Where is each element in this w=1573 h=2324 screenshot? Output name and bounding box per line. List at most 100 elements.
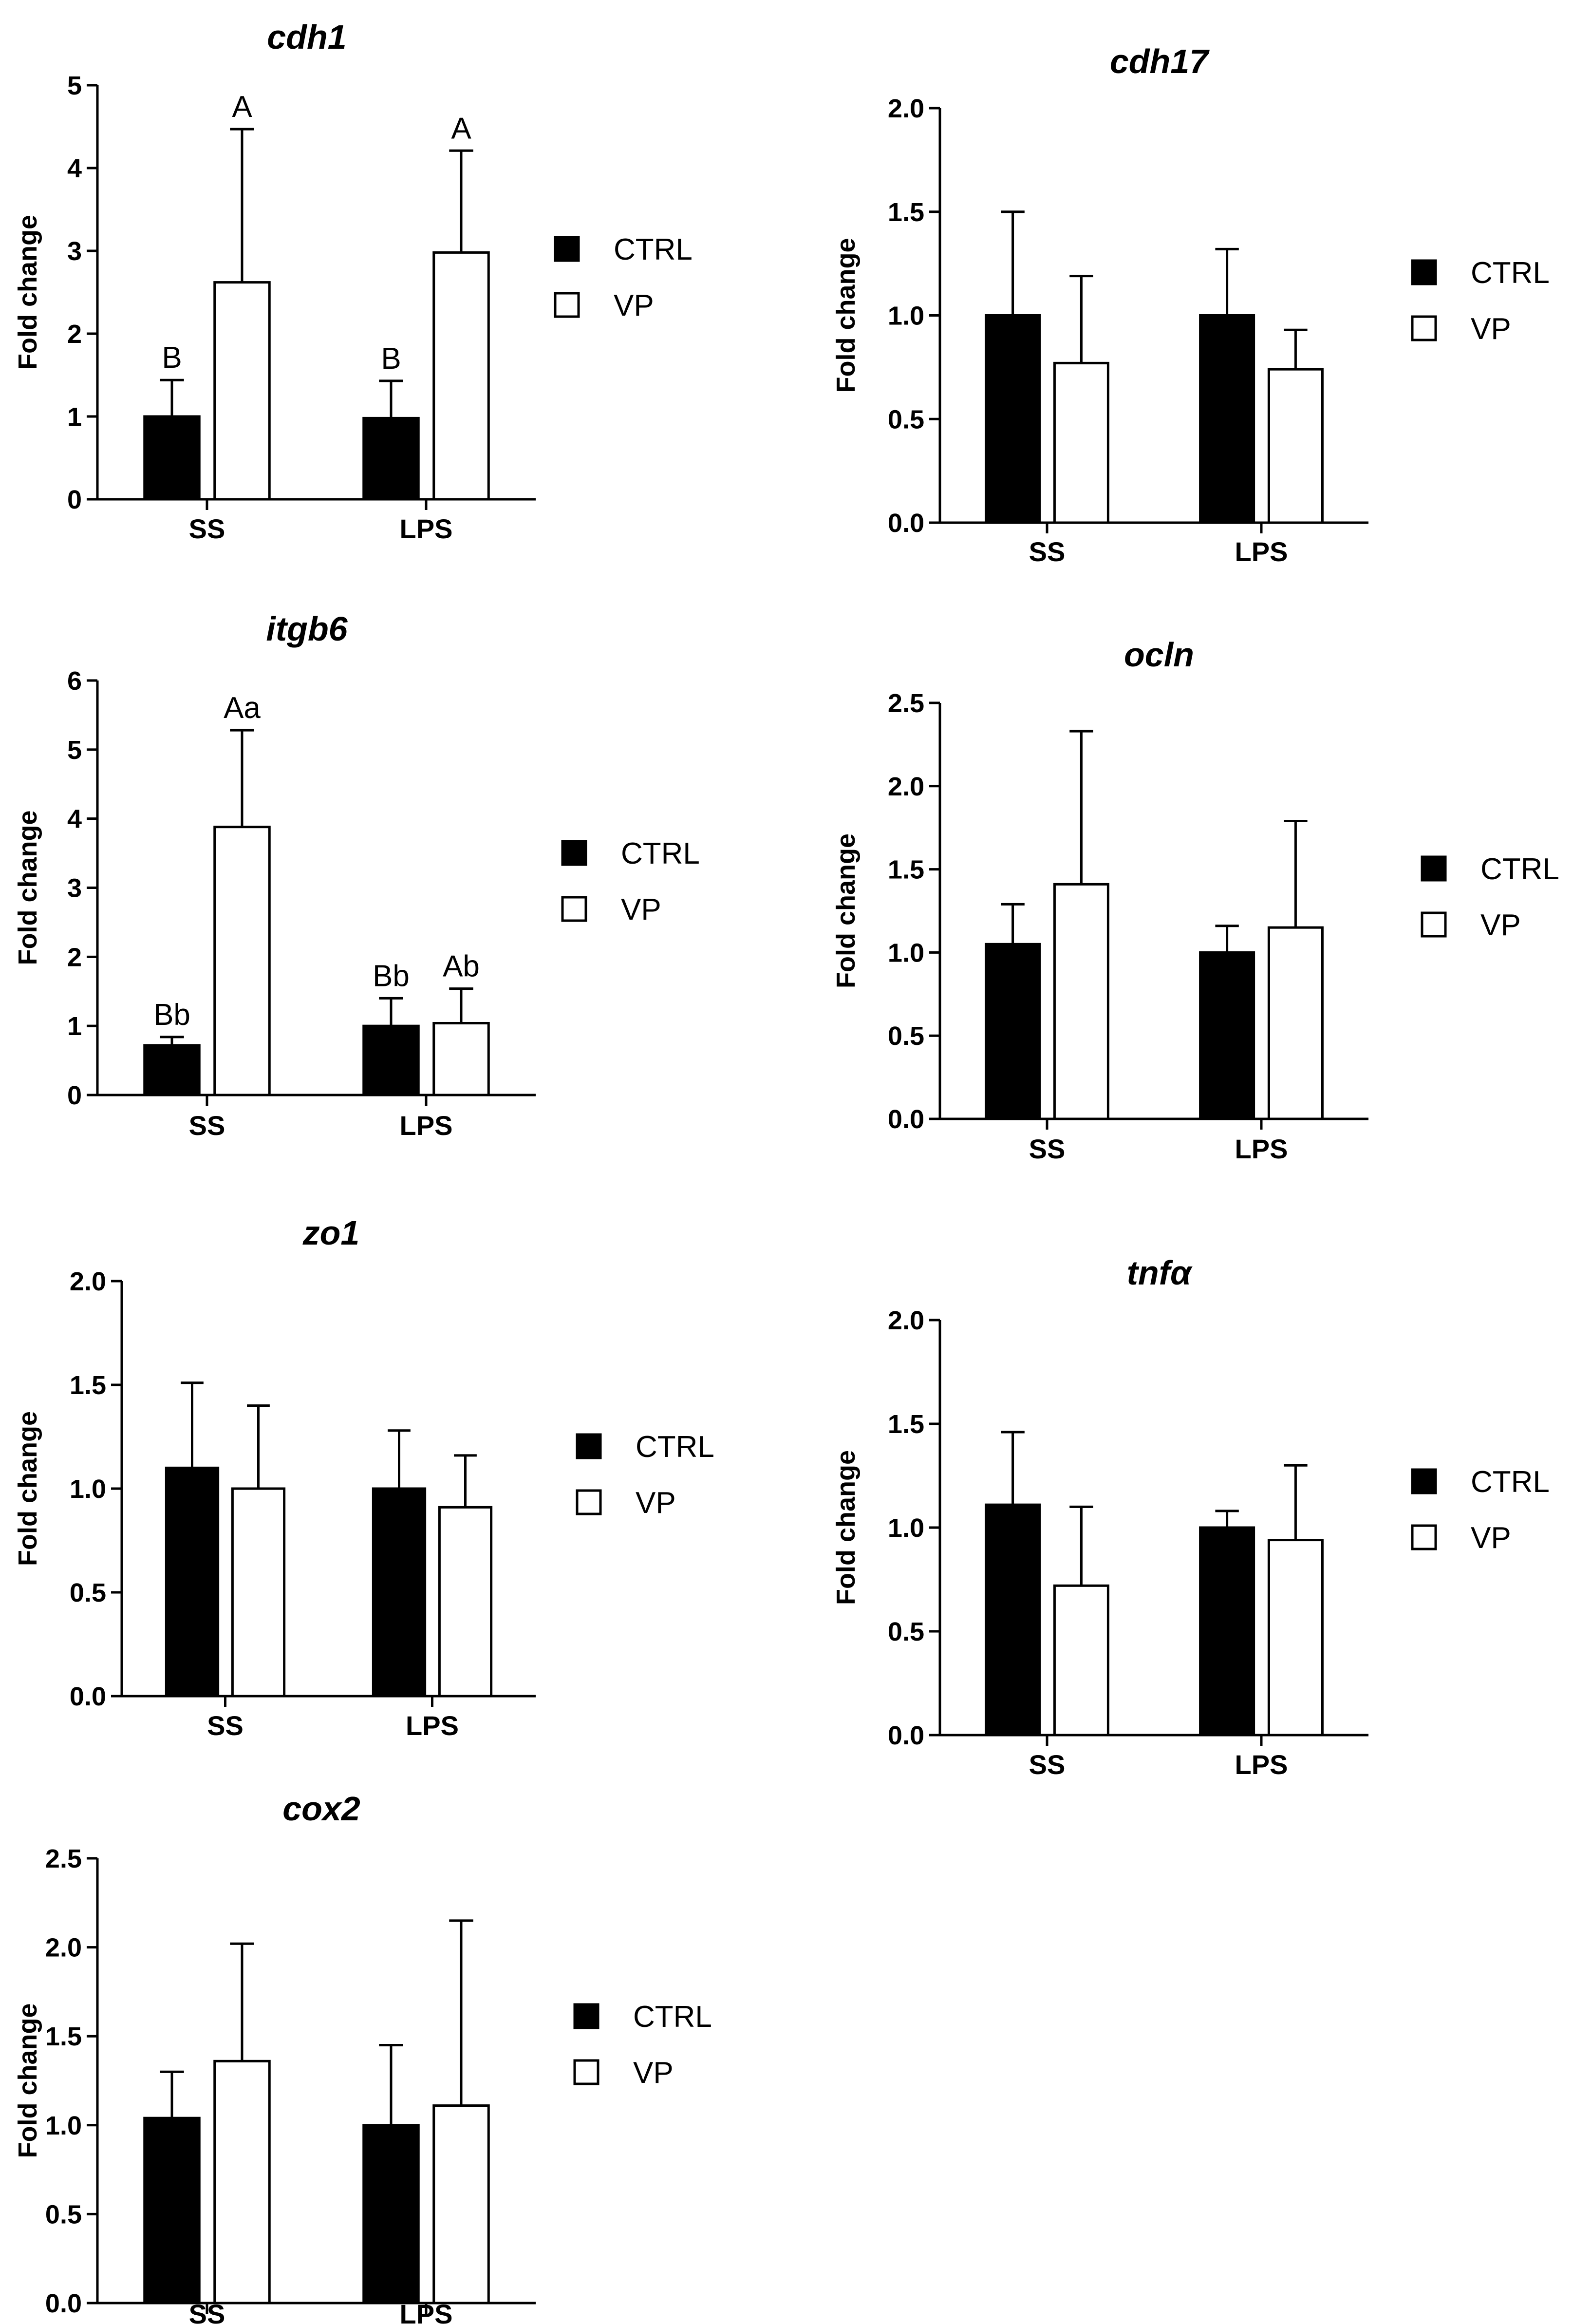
- bar-ctrl-lps: [372, 1487, 427, 1698]
- bar-ctrl-ss: [985, 943, 1041, 1120]
- chart-panel-cdh1: cdh1 Fold change 0 1 2 3 4 5 SS B A LPS B A CTRL VP: [13, 18, 693, 544]
- y-tick-label: 0: [67, 485, 82, 514]
- y-axis-title: Fold change: [831, 238, 861, 393]
- legend-label: CTRL: [614, 233, 693, 266]
- chart-panel-cdh17: cdh17 Fold change 0.0 0.5 1.0 1.5 2.0 SS LPS CTRL…: [831, 42, 1550, 567]
- y-tick-label: 2.0: [888, 1306, 924, 1335]
- y-tick-label: 1: [67, 1012, 82, 1041]
- y-tick-label: 2.5: [888, 689, 924, 718]
- legend-label: VP: [1480, 908, 1521, 942]
- legend-label: VP: [1471, 1521, 1511, 1555]
- legend-label: VP: [636, 1486, 676, 1520]
- chart-title: cox2: [282, 1790, 360, 1828]
- y-tick-label: 1.5: [70, 1371, 106, 1400]
- significance-label: Bb: [153, 998, 190, 1032]
- bar-ctrl-ss: [985, 314, 1041, 524]
- x-category-label: SS: [189, 513, 225, 544]
- x-category-label: SS: [189, 1110, 225, 1141]
- bar-ctrl-lps: [1199, 1526, 1255, 1737]
- y-tick-label: 1.0: [70, 1474, 106, 1504]
- x-category-label: LPS: [1235, 1749, 1288, 1780]
- bar-vp-ss: [213, 281, 271, 501]
- legend-swatch-ctrl: [561, 840, 587, 866]
- x-category-label: SS: [1029, 1134, 1066, 1164]
- bar-ctrl-lps: [1199, 951, 1255, 1120]
- y-tick-label: 0.0: [888, 509, 924, 538]
- legend-swatch-vp: [554, 292, 580, 318]
- y-tick-label: 2.0: [70, 1267, 106, 1296]
- legend-swatch-ctrl: [1411, 1468, 1437, 1494]
- y-axis-title: Fold change: [831, 833, 861, 988]
- bar-vp-lps: [432, 251, 490, 501]
- legend-swatch-vp: [1411, 1524, 1437, 1550]
- bar-ctrl-lps: [1199, 314, 1255, 524]
- legend-swatch-vp: [561, 896, 587, 922]
- y-tick-label: 0.5: [888, 1617, 924, 1646]
- bar-vp-ss: [1053, 1584, 1109, 1737]
- y-tick-label: 0.0: [70, 1682, 106, 1711]
- bar-ctrl-ss: [985, 1503, 1041, 1737]
- y-tick-label: 2: [67, 943, 82, 972]
- x-category-label: SS: [207, 1710, 243, 1741]
- x-category-label: LPS: [400, 1110, 453, 1141]
- bar-vp-lps: [1267, 1539, 1324, 1737]
- bar-vp-lps: [1267, 368, 1324, 524]
- chart-panel-tnfα: tnfα Fold change 0.0 0.5 1.0 1.5 2.0 SS LPS CTRL V…: [831, 1254, 1550, 1780]
- legend-label: VP: [621, 893, 661, 926]
- y-tick-label: 3: [67, 874, 82, 903]
- y-tick-label: 2.5: [45, 1844, 82, 1873]
- y-tick-label: 1.0: [888, 1513, 924, 1543]
- legend-swatch-ctrl: [1411, 259, 1437, 285]
- significance-label: B: [162, 341, 182, 375]
- bar-ctrl-ss: [143, 2116, 201, 2305]
- legend-swatch-vp: [1411, 315, 1437, 341]
- bar-ctrl-lps: [362, 416, 420, 501]
- x-category-label: LPS: [1235, 1134, 1288, 1164]
- y-tick-label: 5: [67, 71, 82, 100]
- bar-ctrl-ss: [143, 415, 201, 501]
- bar-vp-lps: [432, 2104, 490, 2305]
- significance-label: A: [451, 112, 471, 145]
- significance-label: Aa: [224, 691, 261, 725]
- chart-panel-zo1: zo1 Fold change 0.0 0.5 1.0 1.5 2.0 SS LPS CTRL VP: [13, 1214, 714, 1741]
- bar-ctrl-lps: [362, 1024, 420, 1096]
- chart-panel-itgb6: itgb6 Fold change 0 1 2 3 4 5 6 SS Bb Aa LPS Bb Ab CTRL…: [13, 610, 700, 1141]
- bar-vp-ss: [1053, 883, 1109, 1120]
- chart-title: zo1: [302, 1214, 360, 1252]
- chart-title: cdh1: [267, 18, 346, 56]
- y-tick-label: 1.5: [888, 855, 924, 885]
- x-category-label: SS: [1029, 536, 1066, 567]
- y-axis-title: Fold change: [13, 2003, 42, 2158]
- y-tick-label: 3: [67, 237, 82, 266]
- y-tick-label: 1.0: [888, 302, 924, 331]
- y-tick-label: 2.0: [888, 772, 924, 801]
- x-category-label: LPS: [1235, 536, 1288, 567]
- legend-label: CTRL: [1480, 852, 1559, 886]
- y-tick-label: 5: [67, 736, 82, 765]
- y-tick-label: 0.0: [888, 1721, 924, 1750]
- chart-title: tnfα: [1127, 1254, 1193, 1292]
- legend-label: VP: [1471, 312, 1511, 346]
- bar-vp-ss: [1053, 361, 1109, 524]
- legend-label: CTRL: [636, 1430, 714, 1464]
- y-axis-title: Fold change: [13, 1411, 42, 1566]
- legend-swatch-ctrl: [573, 2003, 599, 2029]
- legend-swatch-vp: [576, 1489, 602, 1515]
- y-tick-label: 1: [67, 402, 82, 432]
- bar-vp-ss: [213, 826, 271, 1096]
- significance-label: A: [232, 90, 252, 124]
- y-tick-label: 1.0: [888, 938, 924, 967]
- significance-label: B: [381, 342, 401, 376]
- bar-ctrl-ss: [165, 1466, 220, 1698]
- legend-swatch-vp: [573, 2059, 599, 2085]
- significance-label: Bb: [373, 959, 410, 993]
- y-tick-label: 0.0: [888, 1105, 924, 1134]
- y-axis-title: Fold change: [13, 215, 42, 370]
- chart-title: cdh17: [1110, 42, 1210, 80]
- y-tick-label: 4: [67, 805, 82, 834]
- legend-swatch-ctrl: [1421, 855, 1447, 882]
- y-tick-label: 1.5: [888, 198, 924, 227]
- bar-ctrl-ss: [143, 1044, 201, 1096]
